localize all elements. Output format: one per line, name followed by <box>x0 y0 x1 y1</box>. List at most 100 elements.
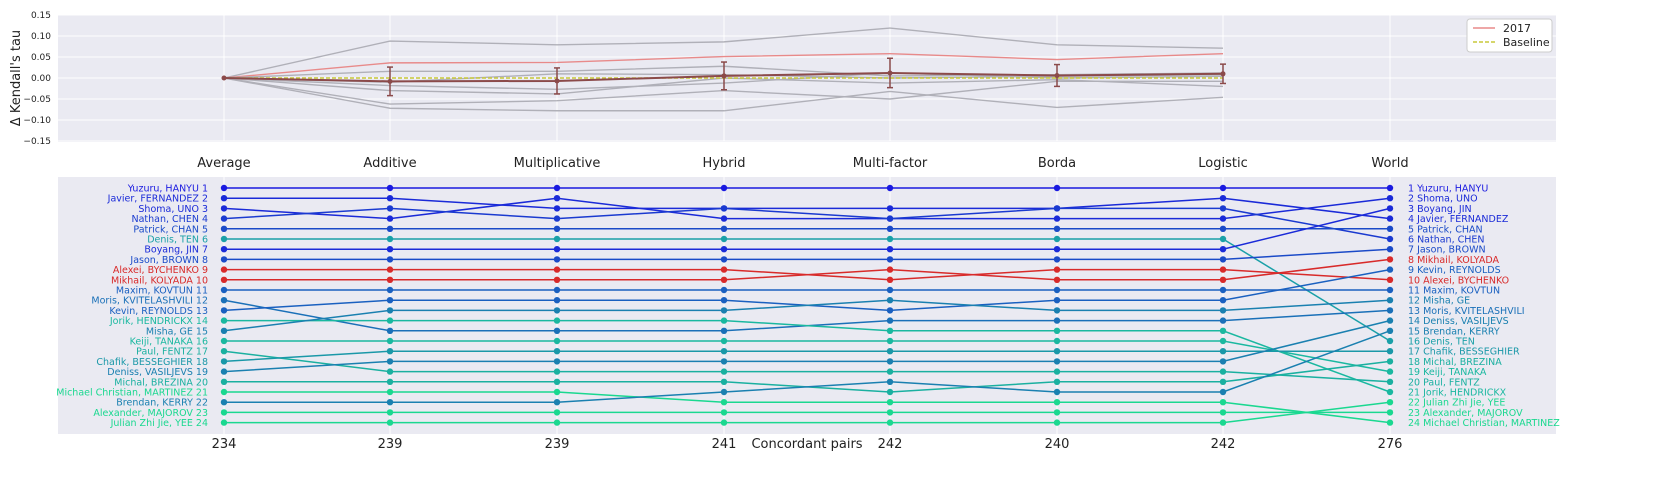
mean-with-error-bars <box>221 57 1226 97</box>
skater-rank-point <box>1219 256 1227 263</box>
skater-rank-point <box>1219 388 1227 396</box>
skater-rank-point <box>720 215 728 222</box>
skater-rank-point <box>886 205 894 212</box>
skater-rank-point <box>886 419 894 426</box>
skater-rank-point <box>386 225 394 232</box>
left-skater-label: Moris, KVITELASHVILI 12 <box>91 296 208 307</box>
skater-rank-point <box>886 307 894 314</box>
skater-rank-point <box>1386 256 1394 263</box>
left-skater-label: Chafik, BESSEGHIER 18 <box>96 357 208 368</box>
skater-rank-point <box>720 317 728 324</box>
delta-tau-y-tick-label: −0.05 <box>23 95 51 105</box>
skater-rank-point <box>1386 276 1394 283</box>
skater-rank-point <box>720 225 728 232</box>
skater-rank-point <box>386 399 394 406</box>
skater-rank-point <box>1219 297 1227 304</box>
right-skater-label: 12 Misha, GE <box>1408 296 1470 307</box>
delta-tau-series-line <box>223 52 1224 79</box>
skater-rank-point <box>1386 205 1394 212</box>
skater-rank-point <box>1386 378 1394 385</box>
skater-rank-point <box>886 225 894 232</box>
skater-rank-point <box>1386 327 1394 334</box>
skater-rank-point <box>553 276 561 283</box>
right-skater-label: 13 Moris, KVITELASHVILI <box>1408 306 1525 317</box>
skater-rank-point <box>1053 419 1061 426</box>
skater-rank-point <box>886 297 894 304</box>
skater-rank-line <box>223 350 1390 363</box>
delta-tau-y-ticks: 0.15 0.10 0.05 0.00 −0.05 −0.10 −0.15 <box>23 11 51 147</box>
skater-rank-point <box>553 205 561 212</box>
delta-tau-y-tick-label: 0.15 <box>31 11 51 21</box>
skater-rank-point <box>386 409 394 416</box>
skater-rank-point <box>1219 419 1227 426</box>
skater-rank-point <box>386 276 394 283</box>
skater-rank-point <box>1219 235 1227 243</box>
skater-rank-point <box>553 419 561 426</box>
skater-rank-point <box>220 409 228 416</box>
skater-rank-point <box>1219 358 1227 365</box>
skater-rank-point <box>553 307 561 314</box>
skater-rank-point <box>1386 286 1394 294</box>
skater-rank-point <box>886 266 894 273</box>
left-skater-label: Michal, BREZINA 20 <box>114 377 208 388</box>
skater-rank-point <box>886 337 894 345</box>
skater-rank-point <box>886 215 894 222</box>
skater-rank-point <box>220 225 228 232</box>
right-skater-label: 7 Jason, BROWN <box>1408 245 1486 256</box>
concordant-pairs-value: 239 <box>378 437 403 452</box>
skater-rank-point <box>1219 409 1227 416</box>
delta-tau-y-tick-label: −0.10 <box>23 116 51 126</box>
concordant-pairs-value: 276 <box>1378 437 1403 452</box>
skater-rank-line <box>224 330 1391 403</box>
skater-rank-point <box>1053 307 1061 314</box>
skater-rank-point <box>220 399 228 406</box>
left-skater-label: Michael Christian, MARTINEZ 21 <box>56 388 208 399</box>
skater-rank-point <box>386 419 394 426</box>
right-skater-label: 5 Patrick, CHAN <box>1408 224 1483 235</box>
skater-rank-point <box>220 205 228 212</box>
column-header: Borda <box>1038 156 1076 171</box>
skater-rank-point <box>220 378 228 385</box>
skater-rank-point <box>1219 337 1227 345</box>
skater-rank-point <box>886 317 894 324</box>
skater-rank-point <box>886 246 894 253</box>
right-skater-label: 20 Paul, FENTZ <box>1408 377 1480 388</box>
skater-rank-point <box>220 419 228 426</box>
skater-rank-point <box>1219 246 1227 253</box>
left-skater-label: Maxim, KOVTUN 11 <box>116 286 208 297</box>
right-skater-label: 9 Kevin, REYNOLDS <box>1408 265 1501 276</box>
skater-rank-point <box>553 235 561 243</box>
skater-rank-line <box>223 319 1391 373</box>
skater-rank-point <box>553 388 561 396</box>
skater-rank-point <box>1219 327 1227 334</box>
right-skater-label: 10 Alexei, BYCHENKO <box>1408 275 1509 286</box>
column-header: Hybrid <box>703 156 746 171</box>
skater-rank-point <box>220 358 228 365</box>
skater-rank-point <box>553 225 561 232</box>
left-skater-label: Alexander, MAJOROV 23 <box>93 408 208 419</box>
delta-tau-y-tick-label: 0.05 <box>31 53 51 63</box>
column-header: Average <box>197 156 250 171</box>
skater-rank-point <box>386 337 394 345</box>
skater-rank-point <box>886 276 894 283</box>
skater-rank-point <box>886 286 894 294</box>
skater-rank-point <box>1386 225 1394 232</box>
skater-rank-line <box>223 350 1391 383</box>
right-skater-label: 14 Deniss, VASILJEVS <box>1408 316 1509 327</box>
skater-rank-point <box>220 297 228 304</box>
skater-rank-point <box>553 184 561 192</box>
skater-rank-point <box>386 368 394 375</box>
mean-point <box>721 73 727 79</box>
skater-rank-point <box>886 256 894 263</box>
skater-rank-point <box>1219 368 1227 375</box>
right-skater-label: 23 Alexander, MAJOROV <box>1408 408 1523 419</box>
skater-rank-point <box>1053 399 1061 406</box>
skater-rank-point <box>553 399 561 406</box>
skater-rank-point <box>386 215 394 222</box>
skater-rank-point <box>1053 256 1061 263</box>
skater-rank-point <box>220 337 228 345</box>
skater-rank-point <box>1053 297 1061 304</box>
skater-rank-point <box>720 409 728 416</box>
skater-rank-point <box>1053 337 1061 345</box>
